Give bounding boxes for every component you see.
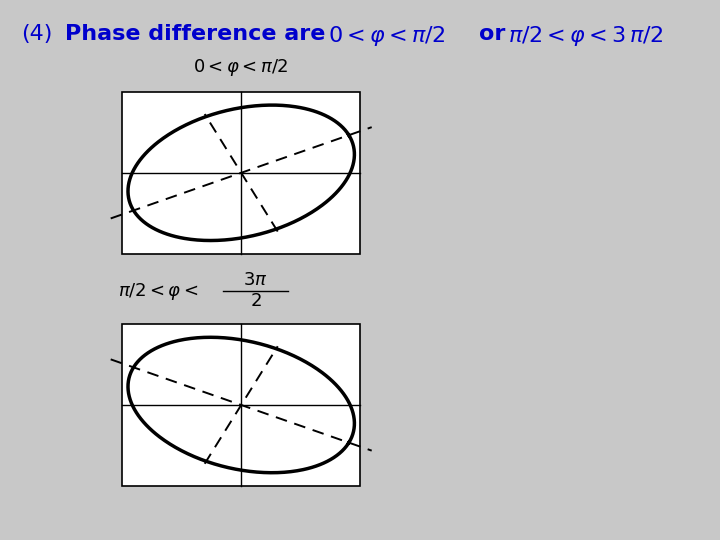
Text: $0 < \varphi < \pi/2$: $0 < \varphi < \pi/2$ (194, 57, 289, 78)
Text: $0 < \varphi < \pi/2$: $0 < \varphi < \pi/2$ (328, 24, 445, 48)
Text: Phase difference are: Phase difference are (65, 24, 333, 44)
Bar (122, 92, 360, 254)
Text: $\pi/2 < \varphi < 3\,\pi/2$: $\pi/2 < \varphi < 3\,\pi/2$ (508, 24, 663, 48)
Text: $\pi/2 < \varphi < $: $\pi/2 < \varphi < $ (117, 281, 198, 302)
Text: $3\pi$: $3\pi$ (243, 271, 268, 289)
Text: (4): (4) (22, 24, 53, 44)
Text: or: or (479, 24, 505, 44)
Bar (122, 324, 360, 486)
Text: $2$: $2$ (250, 293, 261, 310)
